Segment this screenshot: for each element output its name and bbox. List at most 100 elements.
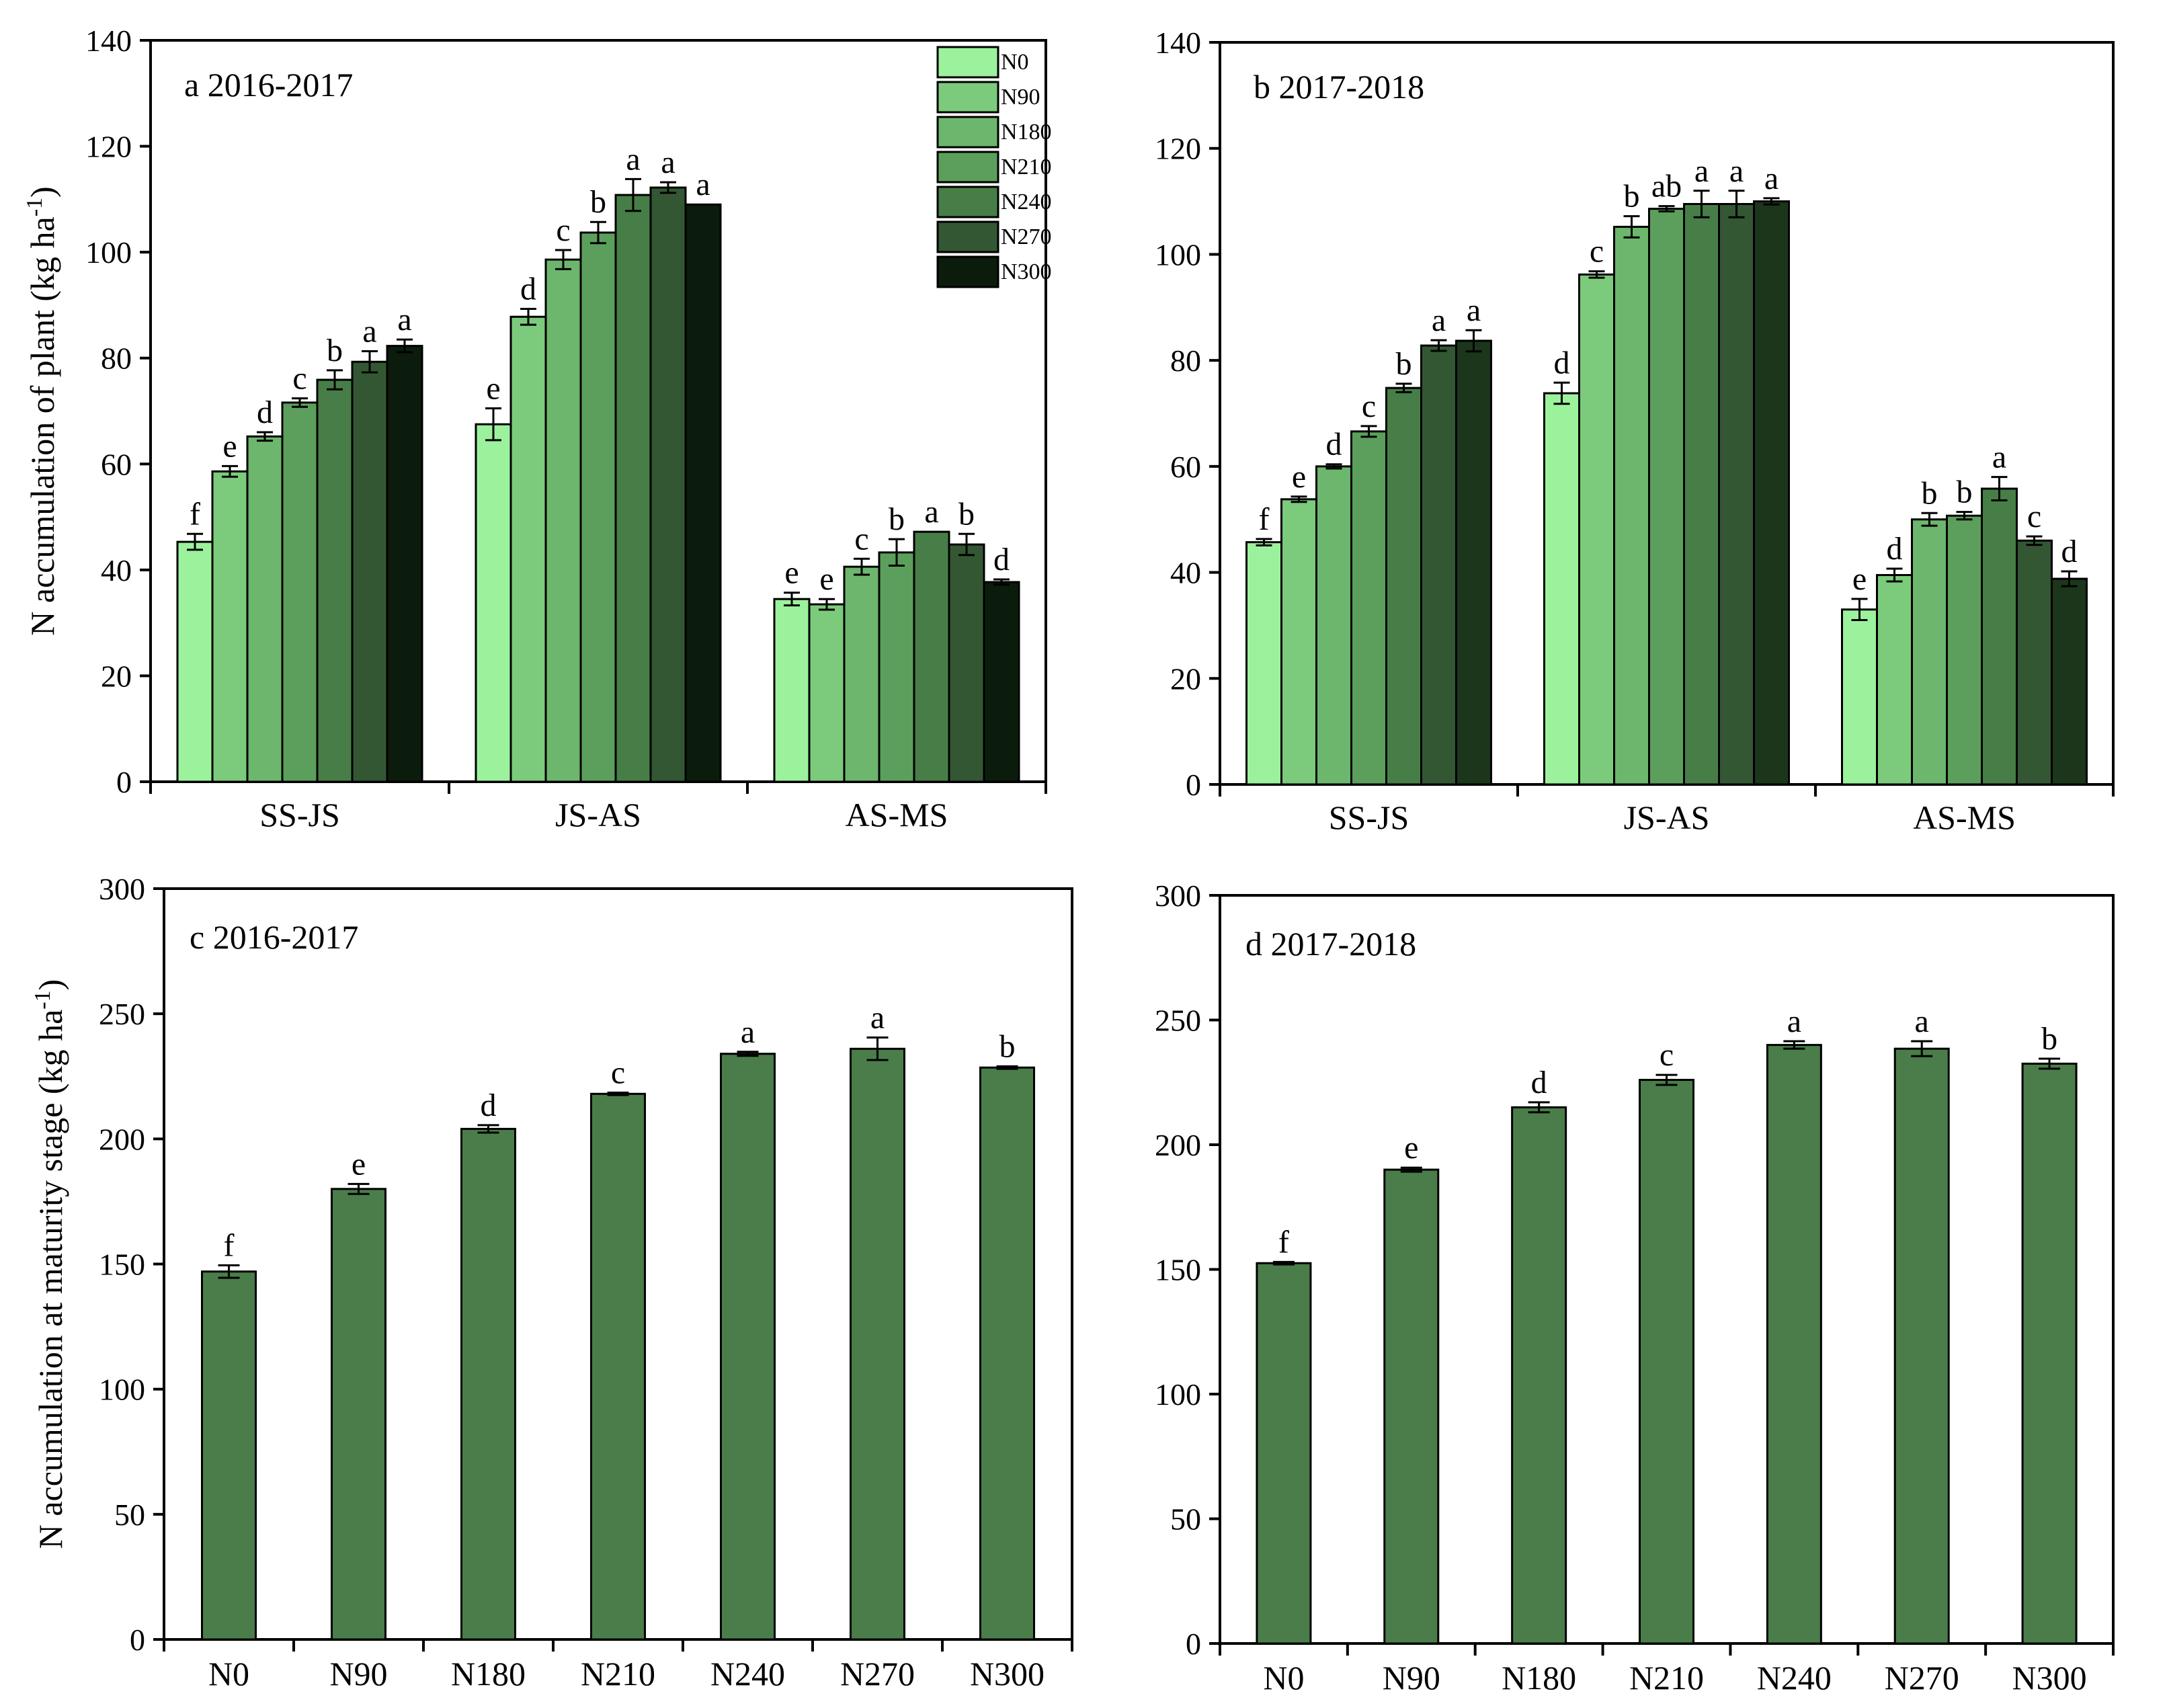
bar-n180 bbox=[1511, 1106, 1567, 1645]
significance-letter: d bbox=[1531, 1065, 1547, 1100]
bar-n270 bbox=[351, 360, 388, 783]
y-axis-label-superscript: -1 bbox=[30, 990, 55, 1009]
bar-n300 bbox=[979, 1066, 1035, 1641]
significance-letter: e bbox=[784, 555, 799, 591]
significance-letter: c bbox=[611, 1055, 625, 1090]
bar-n0 bbox=[1543, 392, 1580, 786]
bar-n210 bbox=[1946, 514, 1983, 786]
legend-label: N270 bbox=[1001, 225, 1052, 249]
significance-letter: a bbox=[1915, 1004, 1929, 1039]
significance-letter: a bbox=[741, 1014, 755, 1050]
bar-n300 bbox=[386, 345, 423, 783]
y-tick-label: 140 bbox=[85, 24, 132, 58]
y-tick-label: 100 bbox=[99, 1373, 145, 1407]
significance-letter: a bbox=[1694, 153, 1709, 189]
y-tick-label: 100 bbox=[1155, 237, 1201, 272]
bar-n0 bbox=[1841, 608, 1878, 786]
significance-letter: b bbox=[327, 333, 343, 368]
y-tick-label: 0 bbox=[116, 765, 132, 799]
panel-d-chart: 0 50 100 150 200 250 300 f N0 e N90 d N180 c N210 a N240… bbox=[1155, 879, 2115, 1697]
legend-swatch-n240 bbox=[936, 186, 999, 218]
x-category-label: N90 bbox=[329, 1655, 387, 1693]
bar-n180 bbox=[843, 565, 881, 783]
bar-n300 bbox=[2021, 1062, 2078, 1645]
legend-swatch-n0 bbox=[936, 46, 999, 79]
y-tick-label: 0 bbox=[1186, 1627, 1201, 1661]
y-axis-label: N accumulation of plant (kg ha-1) bbox=[22, 186, 61, 635]
significance-letter: a bbox=[1467, 292, 1481, 328]
panel-title: b 2017-2018 bbox=[1254, 68, 1424, 106]
panel-title: c 2016-2017 bbox=[190, 918, 358, 956]
bar-n180 bbox=[246, 435, 284, 783]
x-category-label: AS-MS bbox=[846, 796, 948, 833]
significance-letter: e bbox=[222, 428, 237, 464]
legend-swatch-n270 bbox=[936, 220, 999, 253]
bar-n270 bbox=[649, 186, 687, 783]
y-tick-label: 300 bbox=[1155, 879, 1201, 913]
legend-swatch-n300 bbox=[936, 255, 999, 288]
bar-n240 bbox=[1981, 487, 2018, 786]
bar-n180 bbox=[1911, 518, 1948, 786]
y-tick-label: 80 bbox=[1170, 343, 1201, 378]
bar-n90 bbox=[1876, 574, 1913, 786]
y-tick-label: 250 bbox=[1155, 1004, 1201, 1038]
x-category-label: AS-MS bbox=[1913, 799, 2016, 836]
significance-letter: e bbox=[1292, 459, 1306, 495]
bar-n0 bbox=[1256, 1262, 1312, 1645]
y-tick-label: 60 bbox=[1170, 450, 1201, 484]
bar-n180 bbox=[544, 258, 582, 783]
bar-n90 bbox=[808, 603, 846, 783]
significance-letter: b bbox=[1396, 346, 1412, 382]
bar-n270 bbox=[948, 543, 985, 783]
significance-letter: b bbox=[1957, 475, 1973, 510]
y-tick-label: 20 bbox=[1170, 661, 1201, 696]
significance-letter: b bbox=[999, 1028, 1016, 1064]
x-category-label: N210 bbox=[581, 1655, 655, 1693]
significance-letter: f bbox=[1278, 1224, 1289, 1260]
bar-n90 bbox=[1578, 273, 1615, 786]
bar-n240 bbox=[1766, 1044, 1822, 1645]
x-category-label: N90 bbox=[1383, 1659, 1440, 1697]
y-tick-label: 150 bbox=[1155, 1253, 1201, 1287]
bar-n0 bbox=[201, 1270, 257, 1641]
y-axis-label-superscript: -1 bbox=[22, 198, 47, 216]
y-tick-label: 0 bbox=[1186, 768, 1201, 802]
bar-n180 bbox=[1315, 465, 1352, 786]
significance-letter: c bbox=[1590, 234, 1604, 270]
bar-n180 bbox=[1613, 225, 1650, 786]
x-category-label: JS-AS bbox=[1624, 799, 1710, 836]
y-tick-label: 140 bbox=[1155, 26, 1201, 60]
legend: N0 N90 N180 N210 N240 N270 N300 bbox=[936, 46, 1052, 288]
bar-n210 bbox=[1639, 1079, 1694, 1645]
significance-letter: a bbox=[1764, 161, 1778, 196]
bar-n270 bbox=[1718, 203, 1755, 786]
significance-letter: a bbox=[362, 313, 376, 349]
bar-n210 bbox=[878, 551, 915, 783]
significance-letter: f bbox=[224, 1227, 235, 1263]
significance-letter: e bbox=[1852, 561, 1867, 597]
bar-n240 bbox=[614, 194, 652, 783]
bar-n240 bbox=[1385, 387, 1422, 786]
bar-n240 bbox=[913, 530, 950, 783]
bar-n210 bbox=[579, 231, 617, 783]
significance-letter: e bbox=[1404, 1130, 1418, 1166]
y-tick-label: 0 bbox=[130, 1623, 145, 1657]
x-category-label: N240 bbox=[1757, 1659, 1832, 1697]
significance-letter: b bbox=[1922, 475, 1938, 511]
significance-letter: c bbox=[1660, 1037, 1674, 1073]
y-tick-label: 60 bbox=[101, 447, 132, 481]
y-tick-label: 40 bbox=[101, 553, 132, 587]
significance-letter: c bbox=[1362, 389, 1376, 424]
bar-n300 bbox=[1455, 339, 1492, 786]
significance-letter: a bbox=[870, 1000, 885, 1036]
significance-letter: a bbox=[924, 494, 938, 530]
bar-n270 bbox=[1420, 344, 1457, 786]
significance-letter: e bbox=[486, 371, 500, 407]
y-tick-label: 250 bbox=[99, 997, 145, 1031]
y-tick-label: 150 bbox=[99, 1248, 145, 1282]
significance-letter: f bbox=[1259, 501, 1270, 537]
significance-letter: f bbox=[190, 496, 200, 532]
bar-n90 bbox=[509, 315, 547, 783]
